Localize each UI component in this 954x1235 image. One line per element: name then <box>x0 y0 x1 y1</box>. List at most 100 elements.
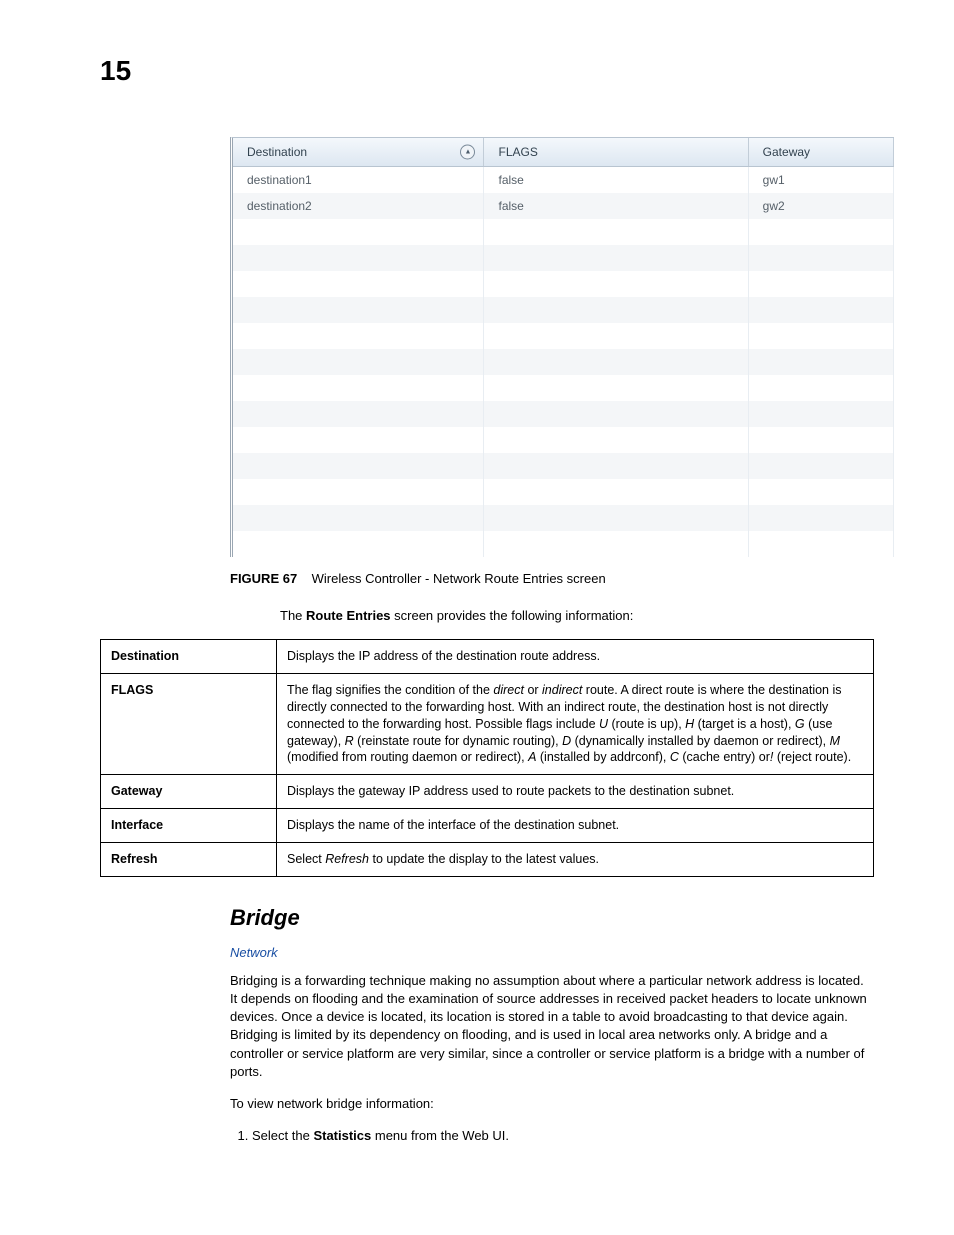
intro-suffix: screen provides the following informatio… <box>391 608 634 623</box>
table-cell <box>748 219 893 245</box>
definition-term: FLAGS <box>101 673 277 774</box>
table-cell <box>748 271 893 297</box>
figure-caption: FIGURE 67 Wireless Controller - Network … <box>230 571 874 586</box>
table-cell <box>748 349 893 375</box>
table-row-empty <box>233 375 894 401</box>
table-cell <box>748 531 893 557</box>
table-cell: gw1 <box>748 167 893 194</box>
table-cell <box>484 245 748 271</box>
definition-term: Interface <box>101 809 277 843</box>
route-entries-grid: Destination▲FLAGSGateway destination1fal… <box>230 137 894 557</box>
table-cell <box>748 245 893 271</box>
definition-table: DestinationDisplays the IP address of th… <box>100 639 874 877</box>
table-row-empty <box>233 401 894 427</box>
table-cell: gw2 <box>748 193 893 219</box>
table-cell <box>748 401 893 427</box>
table-cell <box>484 479 748 505</box>
sort-indicator-icon[interactable]: ▲ <box>460 145 475 160</box>
table-cell: destination1 <box>233 167 484 194</box>
table-row-empty <box>233 271 894 297</box>
definition-term: Destination <box>101 640 277 674</box>
table-row-empty <box>233 427 894 453</box>
table-cell <box>484 271 748 297</box>
definition-description: Displays the IP address of the destinati… <box>277 640 874 674</box>
table-cell <box>233 219 484 245</box>
column-header[interactable]: Destination▲ <box>233 138 484 167</box>
table-cell <box>484 427 748 453</box>
intro-bold: Route Entries <box>306 608 391 623</box>
step1-bold: Statistics <box>313 1128 371 1143</box>
definition-row: InterfaceDisplays the name of the interf… <box>101 809 874 843</box>
definition-description: Select Refresh to update the display to … <box>277 843 874 877</box>
table-cell <box>233 297 484 323</box>
definition-row: FLAGSThe flag signifies the condition of… <box>101 673 874 774</box>
table-row-empty <box>233 297 894 323</box>
bridge-steps: Select the Statistics menu from the Web … <box>230 1127 874 1145</box>
table-cell <box>233 453 484 479</box>
intro-line: The Route Entries screen provides the fo… <box>280 608 874 623</box>
definition-term: Refresh <box>101 843 277 877</box>
table-header-row: Destination▲FLAGSGateway <box>233 138 894 167</box>
table-row-empty <box>233 245 894 271</box>
table-cell <box>233 531 484 557</box>
table-cell <box>748 375 893 401</box>
table-row-empty <box>233 479 894 505</box>
definition-row: GatewayDisplays the gateway IP address u… <box>101 775 874 809</box>
definition-row: RefreshSelect Refresh to update the disp… <box>101 843 874 877</box>
bridge-step-1: Select the Statistics menu from the Web … <box>252 1127 874 1145</box>
table-cell <box>748 323 893 349</box>
table-cell <box>748 479 893 505</box>
step1-suffix: menu from the Web UI. <box>371 1128 509 1143</box>
table-cell <box>484 453 748 479</box>
table-cell <box>484 349 748 375</box>
table-cell <box>233 349 484 375</box>
table-cell: destination2 <box>233 193 484 219</box>
figure-lead: FIGURE 67 <box>230 571 297 586</box>
table-cell <box>484 219 748 245</box>
table-cell <box>748 505 893 531</box>
table-row-empty <box>233 349 894 375</box>
bridge-paragraph-1: Bridging is a forwarding technique makin… <box>230 972 874 1081</box>
table-cell <box>748 297 893 323</box>
table-row-empty <box>233 323 894 349</box>
page-number: 15 <box>100 55 874 87</box>
network-link[interactable]: Network <box>230 945 874 960</box>
table-cell <box>484 297 748 323</box>
definition-description: The flag signifies the condition of the … <box>277 673 874 774</box>
table-cell <box>484 505 748 531</box>
column-header[interactable]: Gateway <box>748 138 893 167</box>
section-heading-bridge: Bridge <box>230 905 874 931</box>
table-cell <box>748 427 893 453</box>
step1-prefix: Select the <box>252 1128 313 1143</box>
table-row[interactable]: destination2falsegw2 <box>233 193 894 219</box>
table-cell <box>233 505 484 531</box>
table-cell <box>748 453 893 479</box>
table-row-empty <box>233 219 894 245</box>
table-cell <box>484 375 748 401</box>
figure-text: Wireless Controller - Network Route Entr… <box>312 571 606 586</box>
table-cell <box>233 479 484 505</box>
definition-description: Displays the name of the interface of th… <box>277 809 874 843</box>
table-cell: false <box>484 193 748 219</box>
intro-prefix: The <box>280 608 306 623</box>
table-cell <box>233 401 484 427</box>
definition-description: Displays the gateway IP address used to … <box>277 775 874 809</box>
table-cell <box>233 271 484 297</box>
table-cell <box>233 427 484 453</box>
table-row-empty <box>233 505 894 531</box>
definition-term: Gateway <box>101 775 277 809</box>
table-cell <box>484 531 748 557</box>
definition-row: DestinationDisplays the IP address of th… <box>101 640 874 674</box>
table-cell <box>233 323 484 349</box>
table-cell <box>484 401 748 427</box>
table-row-empty <box>233 531 894 557</box>
table-cell: false <box>484 167 748 194</box>
table-row-empty <box>233 453 894 479</box>
route-entries-table: Destination▲FLAGSGateway destination1fal… <box>233 138 894 557</box>
bridge-paragraph-2: To view network bridge information: <box>230 1095 874 1113</box>
column-header[interactable]: FLAGS <box>484 138 748 167</box>
table-cell <box>233 375 484 401</box>
table-cell <box>233 245 484 271</box>
table-row[interactable]: destination1falsegw1 <box>233 167 894 194</box>
table-cell <box>484 323 748 349</box>
